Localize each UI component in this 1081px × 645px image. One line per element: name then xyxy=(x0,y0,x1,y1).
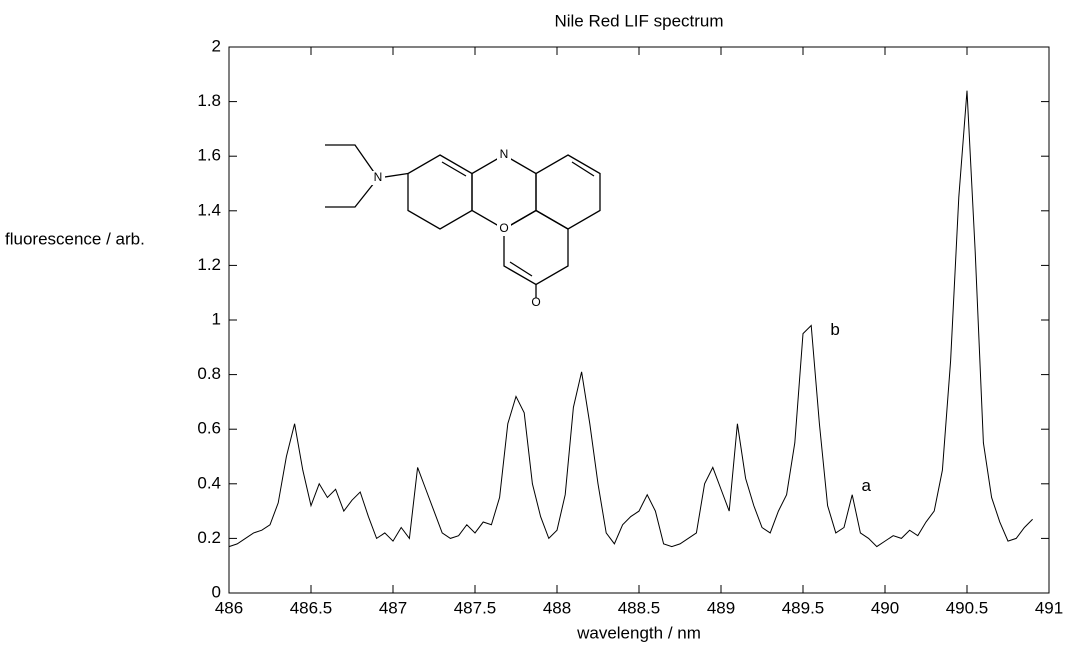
ring xyxy=(471,154,537,230)
x-tick-label: 487.5 xyxy=(454,598,497,617)
annotation: a xyxy=(861,476,871,495)
y-tick-label: 1.2 xyxy=(197,255,221,274)
double-bond xyxy=(571,161,595,177)
x-axis-label: wavelength / nm xyxy=(576,623,701,642)
y-axis-label: fluorescence / arb. xyxy=(5,229,145,248)
ring xyxy=(407,154,473,230)
double-bond xyxy=(441,161,467,177)
atom-label: O xyxy=(531,295,540,309)
x-tick-label: 489 xyxy=(707,598,735,617)
atom-label: O xyxy=(499,221,508,235)
bond xyxy=(325,144,379,179)
y-tick-label: 1.8 xyxy=(197,91,221,110)
y-tick-label: 1 xyxy=(212,309,221,328)
x-tick-label: 487 xyxy=(379,598,407,617)
y-tick-label: 1.4 xyxy=(197,200,221,219)
y-tick-label: 0.8 xyxy=(197,364,221,383)
x-tick-label: 490 xyxy=(871,598,899,617)
atom-label: N xyxy=(500,147,509,161)
ring xyxy=(535,154,601,230)
molecule-inset xyxy=(325,144,601,298)
y-tick-label: 0.6 xyxy=(197,419,221,438)
bond xyxy=(325,177,379,208)
y-tick-label: 0 xyxy=(212,582,221,601)
y-tick-label: 2 xyxy=(212,36,221,55)
x-tick-label: 488 xyxy=(543,598,571,617)
x-tick-label: 486 xyxy=(215,598,243,617)
x-tick-label: 491 xyxy=(1035,598,1063,617)
y-tick-label: 1.6 xyxy=(197,146,221,165)
y-tick-label: 0.2 xyxy=(197,528,221,547)
x-tick-label: 489.5 xyxy=(782,598,825,617)
annotation: b xyxy=(830,320,839,339)
spectrum-line xyxy=(228,90,1033,548)
x-tick-label: 490.5 xyxy=(946,598,989,617)
y-tick-label: 0.4 xyxy=(197,473,221,492)
chart-title: Nile Red LIF spectrum xyxy=(554,11,723,30)
x-tick-label: 486.5 xyxy=(290,598,333,617)
double-bond xyxy=(509,261,533,277)
atom-label: N xyxy=(374,170,383,184)
x-tick-label: 488.5 xyxy=(618,598,661,617)
ring xyxy=(503,209,569,286)
